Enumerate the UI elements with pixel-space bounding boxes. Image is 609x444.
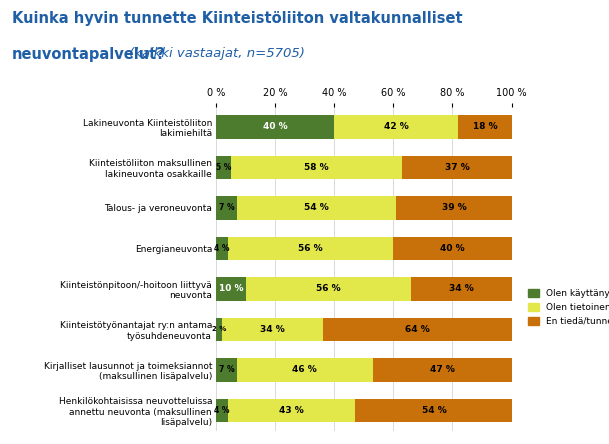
Text: 34 %: 34 % — [260, 325, 284, 334]
Text: 56 %: 56 % — [316, 284, 341, 293]
Bar — [216, 399, 228, 422]
Bar — [373, 358, 512, 382]
Text: 34 %: 34 % — [449, 284, 474, 293]
Text: neuvontapalvelut?: neuvontapalvelut? — [12, 47, 166, 62]
Bar — [228, 237, 393, 260]
Bar — [393, 237, 512, 260]
Bar — [216, 155, 231, 179]
Bar — [216, 317, 222, 341]
Text: 18 %: 18 % — [473, 122, 498, 131]
Bar — [216, 237, 228, 260]
Text: 54 %: 54 % — [304, 203, 329, 212]
Text: 40 %: 40 % — [263, 122, 287, 131]
Text: 64 %: 64 % — [404, 325, 429, 334]
Bar — [216, 277, 245, 301]
Text: 46 %: 46 % — [292, 365, 317, 374]
Bar — [334, 115, 459, 139]
Bar — [355, 399, 515, 422]
Text: 4 %: 4 % — [214, 406, 230, 415]
Text: 40 %: 40 % — [440, 244, 465, 253]
Text: Kuinka hyvin tunnette Kiinteistöliiton valtakunnalliset: Kuinka hyvin tunnette Kiinteistöliiton v… — [12, 11, 463, 26]
Bar — [216, 196, 237, 220]
Text: 7 %: 7 % — [219, 203, 234, 212]
Text: 56 %: 56 % — [298, 244, 323, 253]
Text: 54 %: 54 % — [423, 406, 447, 415]
Text: 42 %: 42 % — [384, 122, 409, 131]
Text: 4 %: 4 % — [214, 244, 230, 253]
Text: 7 %: 7 % — [219, 365, 234, 374]
Bar — [396, 196, 512, 220]
Bar — [216, 358, 237, 382]
Text: 43 %: 43 % — [279, 406, 304, 415]
Bar — [222, 317, 323, 341]
Bar — [245, 277, 411, 301]
Bar — [323, 317, 512, 341]
Bar — [228, 399, 355, 422]
Bar — [237, 196, 396, 220]
Legend: Olen käyttänyt ko. palvelua, Olen tietoinen ko. palvelusta, En tiedä/tunne ko. p: Olen käyttänyt ko. palvelua, Olen tietoi… — [528, 289, 609, 326]
Bar — [216, 115, 334, 139]
Text: 37 %: 37 % — [445, 163, 470, 172]
Bar — [403, 155, 512, 179]
Text: 47 %: 47 % — [430, 365, 454, 374]
Bar — [411, 277, 512, 301]
Text: 2 %: 2 % — [212, 326, 227, 333]
Text: 10 %: 10 % — [219, 284, 243, 293]
Bar — [237, 358, 373, 382]
Text: 58 %: 58 % — [304, 163, 329, 172]
Bar — [231, 155, 403, 179]
Text: 39 %: 39 % — [442, 203, 466, 212]
Text: 5 %: 5 % — [216, 163, 231, 172]
Bar — [459, 115, 512, 139]
Text: (kaikki vastaajat, n=5705): (kaikki vastaajat, n=5705) — [125, 47, 304, 59]
